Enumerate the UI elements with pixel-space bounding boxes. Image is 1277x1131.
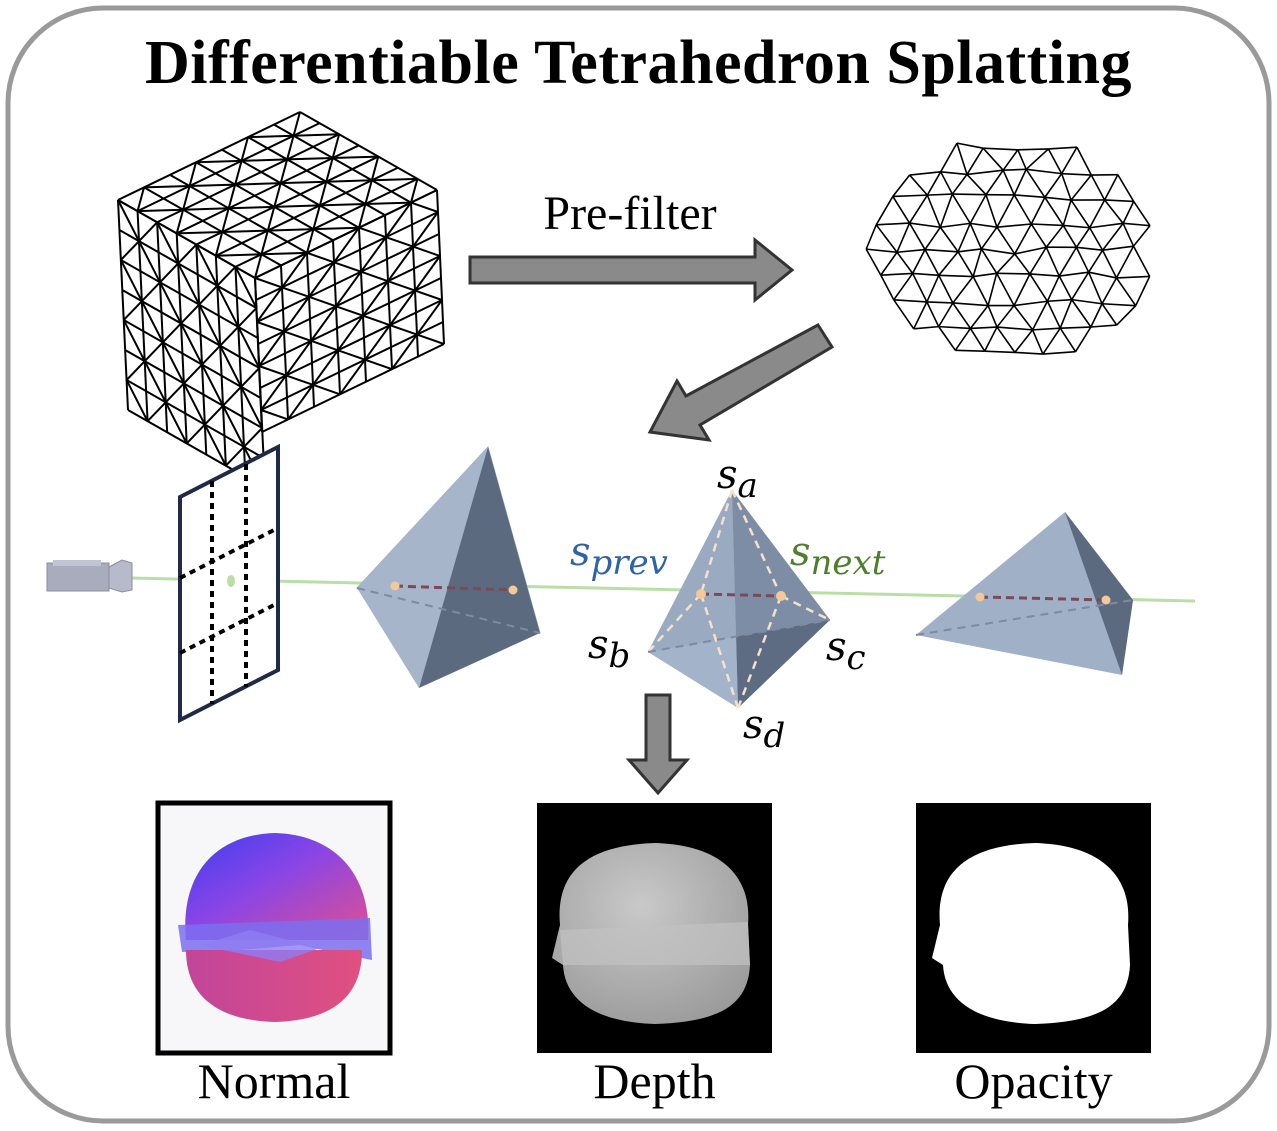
caption-opacity: Opacity xyxy=(954,1053,1113,1109)
opacity-render xyxy=(916,803,1151,1053)
diagram-title: Differentiable Tetrahedron Splatting xyxy=(144,29,1133,97)
image-plane xyxy=(178,443,280,724)
pre-filter-arrow xyxy=(468,236,795,304)
tetrahedron-1 xyxy=(356,446,541,688)
down-arrow xyxy=(625,693,691,796)
tetrahedron-center xyxy=(647,489,831,709)
caption-depth: Depth xyxy=(593,1053,716,1109)
normal-render xyxy=(155,800,393,1056)
cube-tetra-mesh xyxy=(117,111,445,489)
label-s-a: sa xyxy=(717,452,758,506)
label-s-prev: sprev xyxy=(570,529,668,583)
label-s-c: sc xyxy=(826,624,866,678)
tetrahedron-3 xyxy=(915,512,1134,675)
label-s-b: sb xyxy=(588,622,630,676)
label-s-next: snext xyxy=(790,529,886,583)
depth-render xyxy=(537,803,772,1053)
pre-filter-label: Pre-filter xyxy=(543,187,717,240)
diagonal-arrow xyxy=(647,323,835,442)
label-s-d: sd xyxy=(743,702,785,756)
camera-icon xyxy=(46,559,133,593)
filtered-tetra-mesh xyxy=(865,142,1151,355)
caption-normal: Normal xyxy=(197,1053,351,1109)
